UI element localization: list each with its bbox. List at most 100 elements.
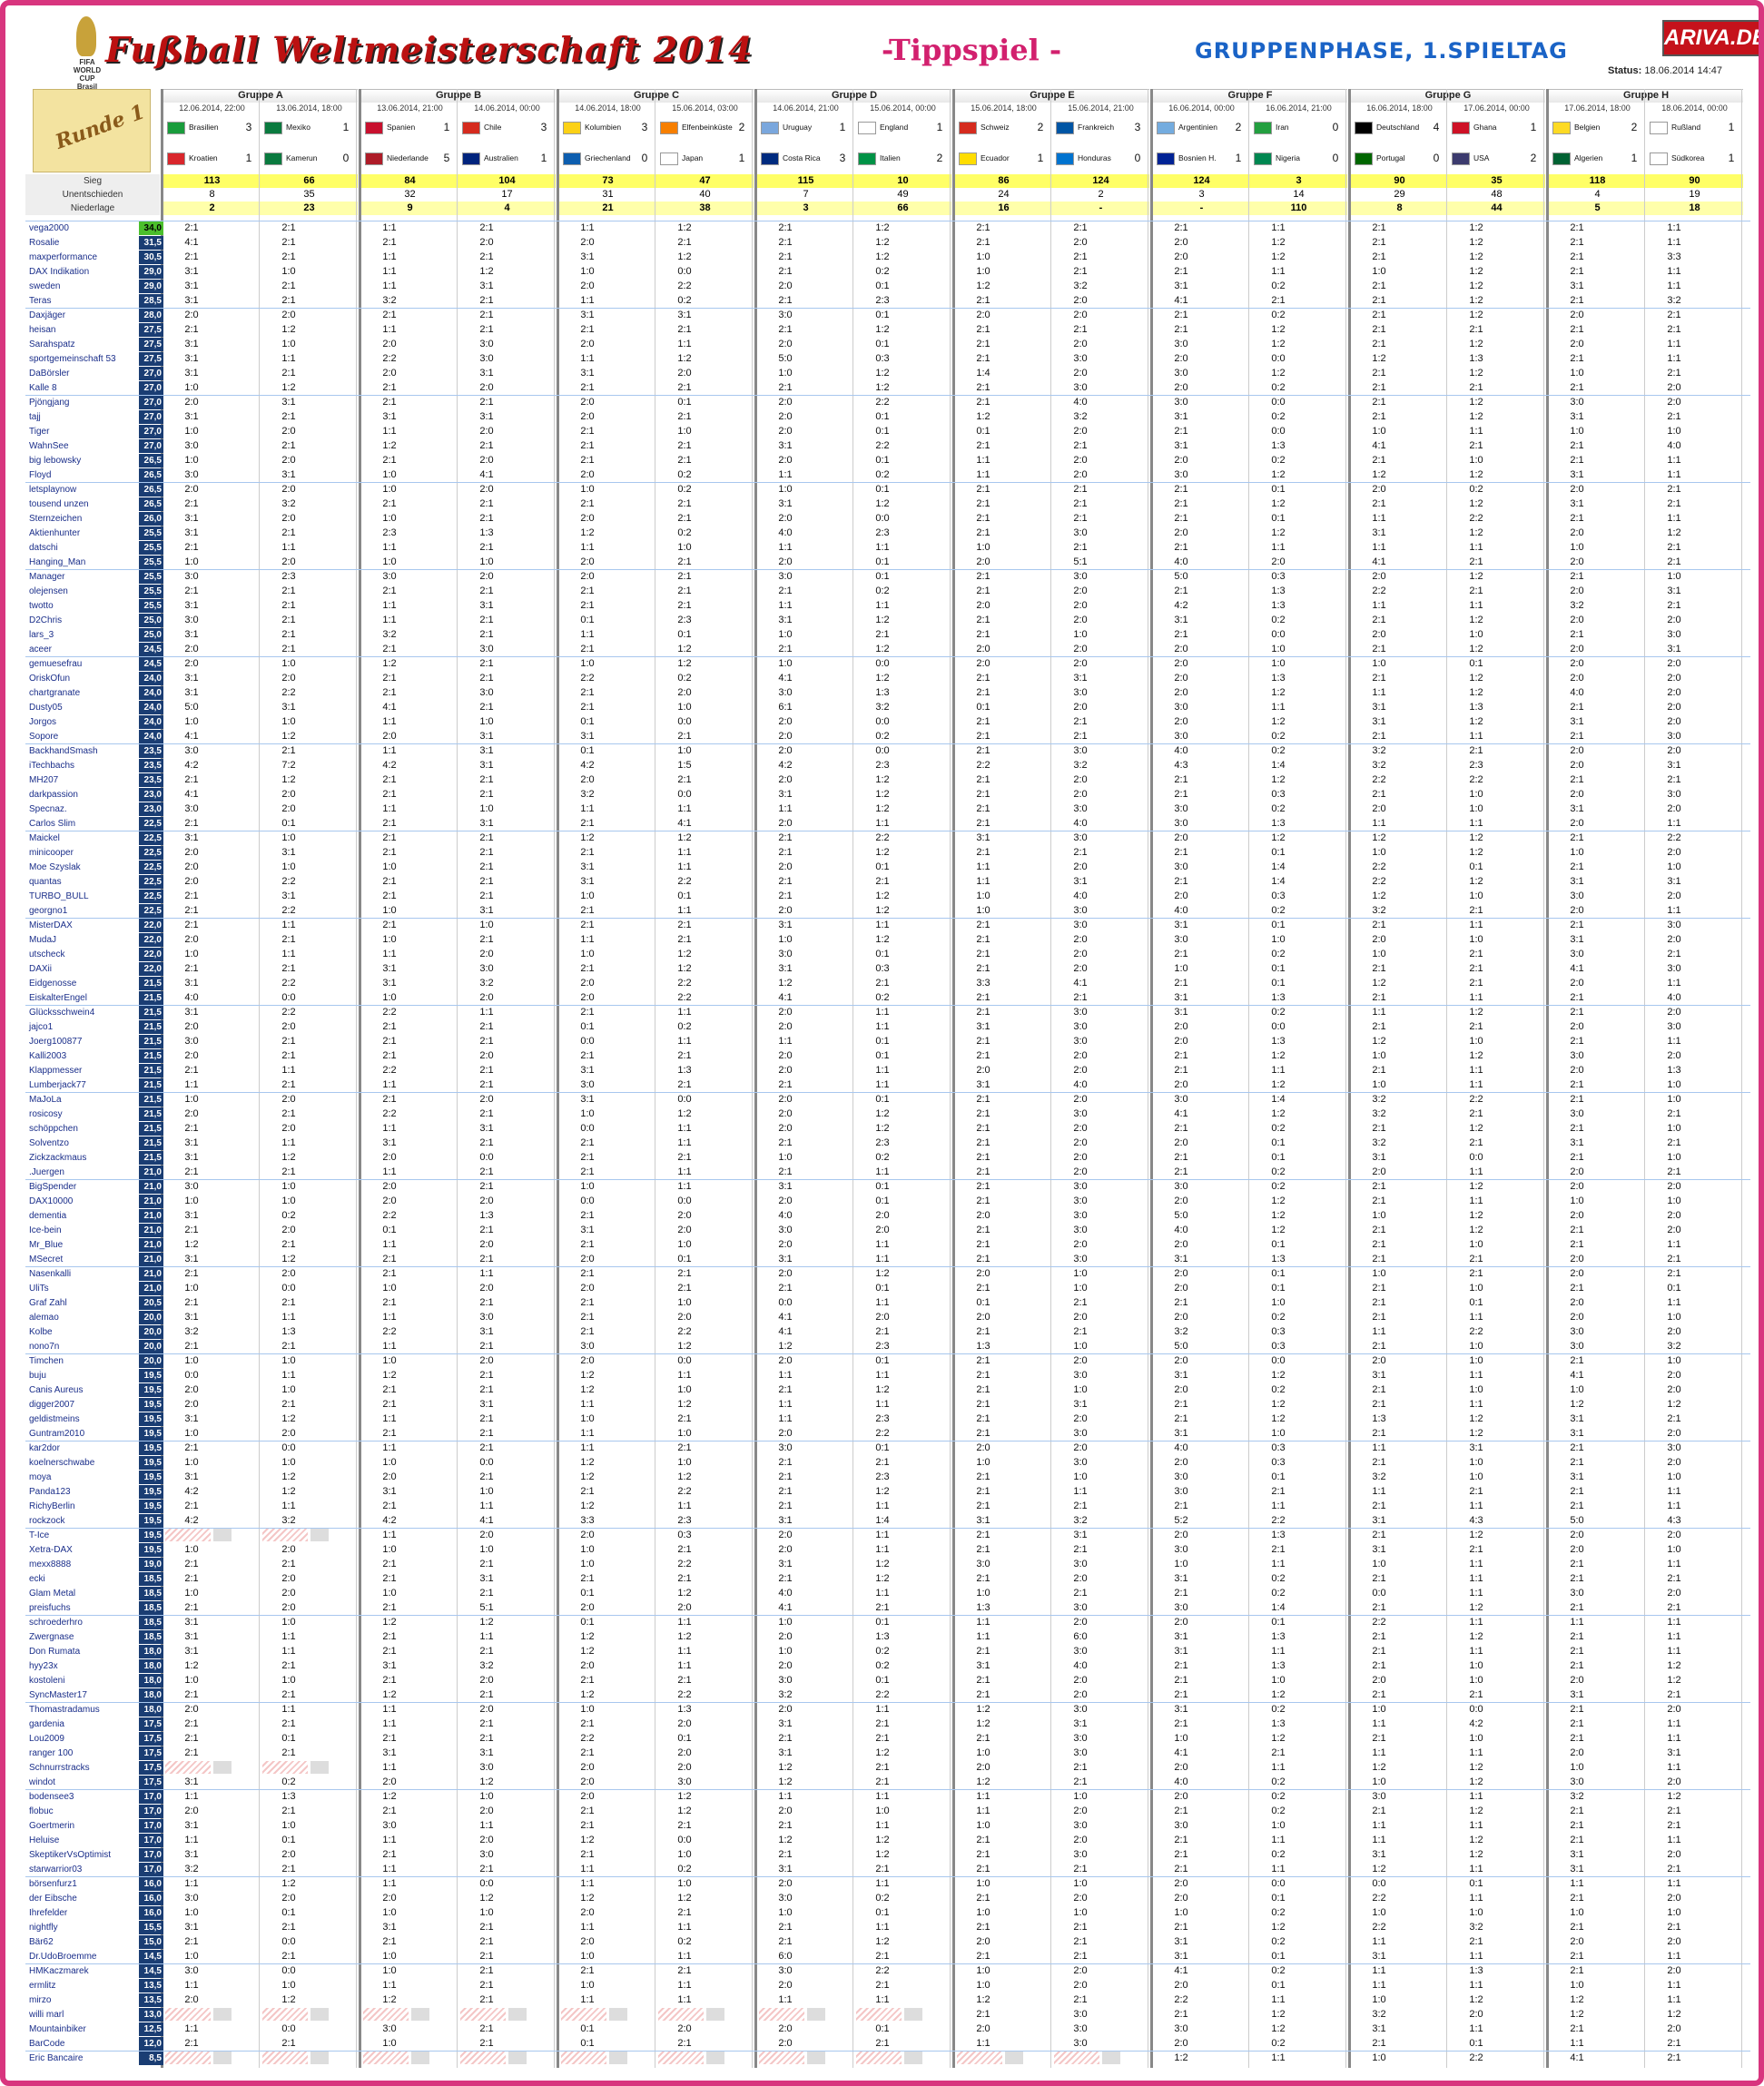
player-name[interactable]: Moe Szyslak: [29, 862, 81, 872]
player-name[interactable]: dementia: [29, 1211, 67, 1221]
player-name[interactable]: Kalli2003: [29, 1051, 67, 1061]
player-name[interactable]: tousend unzen: [29, 499, 89, 509]
player-name[interactable]: Mr_Blue: [29, 1240, 64, 1250]
player-name[interactable]: flobuc: [29, 1806, 54, 1816]
player-name[interactable]: Rosalie: [29, 238, 60, 248]
ariva-logo[interactable]: ARIVA.DE: [1662, 20, 1759, 56]
player-name[interactable]: T-Ice: [29, 1530, 50, 1540]
player-name[interactable]: Graf Zahl: [29, 1298, 67, 1308]
player-name[interactable]: WahnSee: [29, 441, 69, 451]
player-name[interactable]: Panda123: [29, 1487, 71, 1497]
player-name[interactable]: nono7n: [29, 1342, 60, 1352]
player-name[interactable]: Timchen: [29, 1356, 64, 1366]
player-name[interactable]: maxperformance: [29, 252, 98, 262]
player-name[interactable]: digger2007: [29, 1400, 75, 1410]
player-name[interactable]: MSecret: [29, 1255, 64, 1264]
player-name[interactable]: tajj: [29, 412, 41, 422]
player-name[interactable]: Ihrefelder: [29, 1908, 68, 1918]
player-name[interactable]: georgno1: [29, 906, 68, 916]
player-name[interactable]: buju: [29, 1371, 46, 1381]
player-name[interactable]: Nasenkalli: [29, 1269, 72, 1279]
player-name[interactable]: olejensen: [29, 586, 68, 596]
player-name[interactable]: alemao: [29, 1313, 59, 1323]
player-name[interactable]: Sopore: [29, 732, 59, 742]
player-name[interactable]: MaJoLa: [29, 1095, 62, 1105]
player-name[interactable]: Zickzackmaus: [29, 1153, 87, 1163]
player-name[interactable]: letsplaynow: [29, 485, 77, 495]
player-name[interactable]: Manager: [29, 572, 65, 582]
player-name[interactable]: preisfuchs: [29, 1603, 71, 1613]
player-name[interactable]: twotto: [29, 601, 54, 611]
player-name[interactable]: sweden: [29, 281, 61, 291]
player-name[interactable]: BackhandSmash: [29, 746, 98, 756]
player-name[interactable]: geldistmeins: [29, 1414, 80, 1424]
player-name[interactable]: Hanging_Man: [29, 557, 86, 567]
player-name[interactable]: chartgranate: [29, 688, 81, 698]
player-name[interactable]: HMKaczmarek: [29, 1966, 89, 1976]
player-name[interactable]: Thomastradamus: [29, 1705, 100, 1715]
player-name[interactable]: jajco1: [29, 1022, 54, 1032]
player-name[interactable]: minicooper: [29, 848, 74, 858]
player-name[interactable]: windot: [29, 1777, 55, 1787]
player-name[interactable]: Mountainbiker: [29, 2024, 86, 2034]
player-name[interactable]: Dusty05: [29, 703, 63, 713]
player-name[interactable]: gardenia: [29, 1719, 64, 1729]
player-name[interactable]: heisan: [29, 325, 56, 335]
player-name[interactable]: MisterDAX: [29, 920, 73, 930]
player-name[interactable]: BarCode: [29, 2039, 65, 2049]
player-name[interactable]: Schnurrstracks: [29, 1763, 90, 1773]
player-name[interactable]: Xetra-DAX: [29, 1545, 73, 1555]
player-name[interactable]: utscheck: [29, 950, 65, 959]
player-name[interactable]: schroederhro: [29, 1618, 83, 1628]
player-name[interactable]: OriskOfun: [29, 674, 71, 684]
player-name[interactable]: Glücksschwein4: [29, 1008, 95, 1018]
player-name[interactable]: BigSpender: [29, 1182, 77, 1192]
player-name[interactable]: Don Rumata: [29, 1647, 81, 1657]
player-name[interactable]: Dr.UdoBroemme: [29, 1952, 97, 1962]
player-name[interactable]: aceer: [29, 644, 53, 654]
player-name[interactable]: Maickel: [29, 833, 60, 843]
player-name[interactable]: TURBO_BULL: [29, 891, 89, 901]
player-name[interactable]: Heluise: [29, 1835, 60, 1845]
player-name[interactable]: ecki: [29, 1574, 45, 1584]
player-name[interactable]: DaBörsler: [29, 369, 70, 379]
player-name[interactable]: SkeptikerVsOptimist: [29, 1850, 112, 1860]
player-name[interactable]: Sternzeichen: [29, 514, 83, 524]
player-name[interactable]: börsenfurz1: [29, 1879, 77, 1889]
player-name[interactable]: EiskalterEngel: [29, 993, 87, 1003]
player-name[interactable]: Zwergnase: [29, 1632, 74, 1642]
player-name[interactable]: datschi: [29, 543, 58, 553]
player-name[interactable]: gemuesefrau: [29, 659, 83, 669]
player-name[interactable]: Carlos Slim: [29, 819, 76, 829]
player-name[interactable]: schöppchen: [29, 1124, 78, 1134]
player-name[interactable]: Solventzo: [29, 1138, 69, 1148]
player-name[interactable]: Klappmesser: [29, 1066, 83, 1076]
player-name[interactable]: Floyd: [29, 470, 52, 480]
player-name[interactable]: mexx8888: [29, 1560, 72, 1569]
player-name[interactable]: iTechbachs: [29, 761, 75, 771]
player-name[interactable]: .Juergen: [29, 1167, 64, 1177]
player-name[interactable]: Joerg100877: [29, 1037, 83, 1047]
player-name[interactable]: RichyBerlin: [29, 1501, 75, 1511]
player-name[interactable]: starwarrior03: [29, 1865, 83, 1874]
player-name[interactable]: Teras: [29, 296, 52, 306]
player-name[interactable]: Jorgos: [29, 717, 57, 727]
player-name[interactable]: Aktienhunter: [29, 528, 81, 538]
player-name[interactable]: mirzo: [29, 1995, 52, 2005]
player-name[interactable]: Canis Aureus: [29, 1385, 84, 1395]
player-name[interactable]: vega2000: [29, 223, 69, 233]
player-name[interactable]: willi marl: [29, 2010, 64, 2020]
player-name[interactable]: Tiger: [29, 427, 50, 437]
player-name[interactable]: Eidgenosse: [29, 979, 77, 989]
player-name[interactable]: Bär62: [29, 1937, 54, 1947]
player-name[interactable]: MH207: [29, 775, 59, 785]
player-name[interactable]: D2Chris: [29, 615, 63, 625]
player-name[interactable]: Glam Metal: [29, 1589, 76, 1599]
player-name[interactable]: Kalle 8: [29, 383, 57, 393]
player-name[interactable]: nightfly: [29, 1923, 58, 1933]
player-name[interactable]: quantas: [29, 877, 62, 887]
player-name[interactable]: moya: [29, 1472, 52, 1482]
player-name[interactable]: Lou2009: [29, 1734, 64, 1744]
player-name[interactable]: DAXii: [29, 964, 53, 974]
player-name[interactable]: Specnaz.: [29, 804, 67, 814]
